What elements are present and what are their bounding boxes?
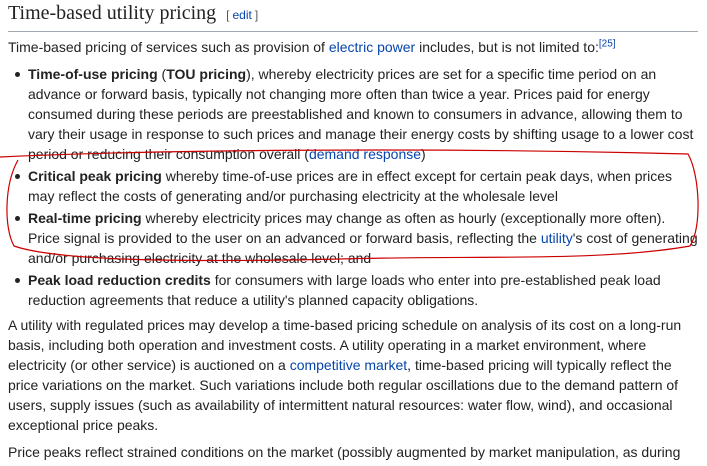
list-item: Time-of-use pricing (TOU pricing), where… [15, 64, 698, 164]
paragraph: Price peaks reflect strained conditions … [8, 442, 698, 466]
intro-paragraph: Time-based pricing of services such as p… [8, 37, 698, 57]
link[interactable]: [25] [598, 38, 616, 50]
bold-term: Time-of-use pricing [28, 66, 158, 82]
text: , time-based pricing will typically refl… [8, 357, 679, 433]
text: for consumers with large loads who enter… [28, 272, 661, 308]
bold-term: TOU pricing [166, 66, 247, 82]
edit-link[interactable]: edit [232, 8, 252, 22]
section-heading: Time-based utility pricing [edit] [8, 0, 698, 32]
paragraph: A utility with regulated prices may deve… [8, 315, 698, 435]
text: A utility with regulated prices may deve… [8, 317, 682, 373]
text: ) and convey possible lack of investment… [189, 464, 444, 466]
bracket: ] [254, 8, 259, 22]
edit-section: [edit] [226, 8, 258, 22]
bold-term: Critical peak pricing [28, 168, 162, 184]
link[interactable]: utility [540, 230, 573, 246]
list-item: Real-time pricing whereby electricity pr… [15, 208, 698, 268]
list-item: Peak load reduction credits for consumer… [15, 270, 698, 310]
text: ), whereby electricity prices are set fo… [28, 66, 694, 162]
pricing-list: Time-of-use pricing (TOU pricing), where… [8, 64, 698, 310]
list-item: Critical peak pricing whereby time-of-us… [15, 166, 698, 206]
text: ) [421, 146, 426, 162]
bold-term: Real-time pricing [28, 210, 142, 226]
link[interactable]: competitive market [289, 357, 408, 373]
article-section: Time-based utility pricing [edit] Time-ba… [8, 0, 698, 466]
reference: [25] [599, 38, 616, 49]
text: includes, but is not limited to: [415, 39, 599, 55]
link[interactable]: demand response [308, 146, 422, 162]
heading-title: Time-based utility pricing [8, 2, 217, 24]
bracket: [ [226, 8, 230, 22]
link[interactable]: California electricity crisis [31, 464, 188, 466]
body-paragraphs: A utility with regulated prices may deve… [8, 315, 698, 466]
link[interactable]: electric power [328, 39, 416, 55]
text: Price peaks reflect strained conditions … [8, 444, 681, 466]
text: Time-based pricing of services such as p… [8, 39, 329, 55]
text: ( [157, 66, 167, 82]
bold-term: Peak load reduction credits [28, 272, 211, 288]
